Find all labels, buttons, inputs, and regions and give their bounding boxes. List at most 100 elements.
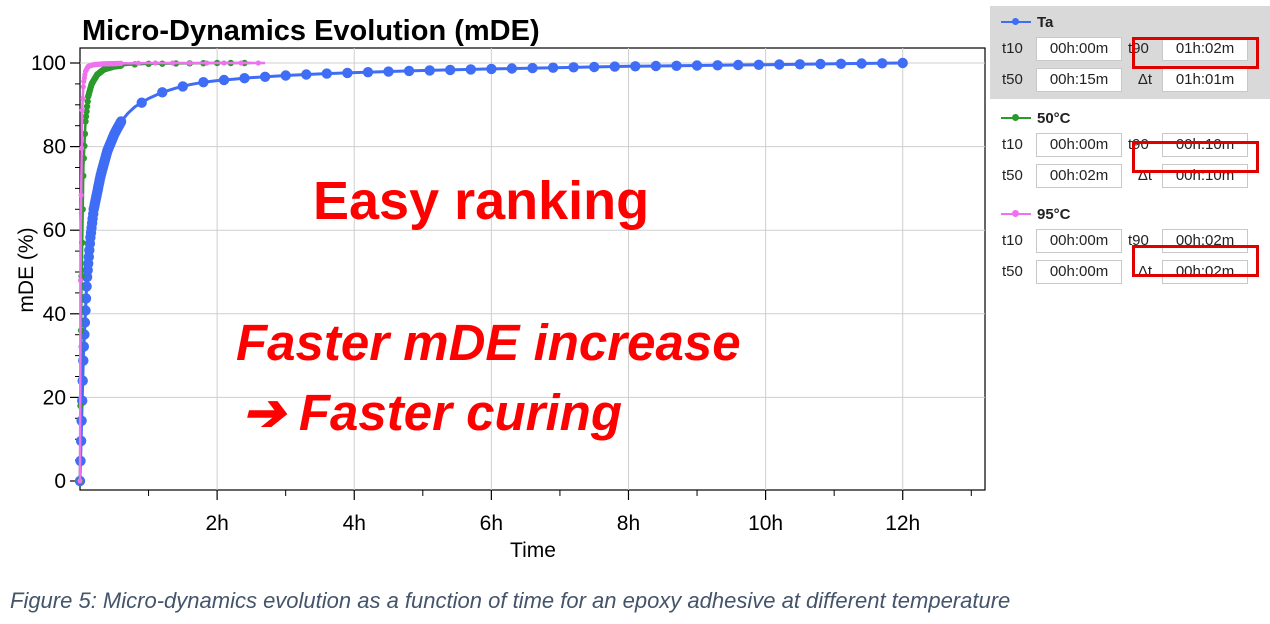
data-point <box>177 81 188 92</box>
data-point <box>362 67 374 78</box>
data-point <box>383 66 394 77</box>
stat-row-t10: t10 00h:00m t90 00h:02m <box>990 225 1270 256</box>
delta-t-value: 01h:01m <box>1162 67 1248 92</box>
data-point <box>157 87 168 98</box>
data-point <box>221 60 227 66</box>
y-tick-label: 20 <box>43 386 66 409</box>
t50-value: 00h:15m <box>1036 67 1122 92</box>
data-point <box>80 293 92 304</box>
data-point <box>80 84 86 90</box>
data-point <box>80 95 86 102</box>
data-point <box>79 145 85 151</box>
t90-value: 01h:02m <box>1162 36 1248 61</box>
series-Ta <box>74 57 908 487</box>
figure-caption: Figure 5: Micro-dynamics evolution as a … <box>10 588 1011 613</box>
data-point <box>877 58 888 69</box>
delta-t-value: 00h:02m <box>1162 259 1248 284</box>
t90-label: t90 <box>1128 232 1149 249</box>
data-point <box>81 281 92 292</box>
data-point <box>671 60 682 71</box>
delta-t-label: Δt <box>1137 263 1153 280</box>
mde-chart: Micro-Dynamics Evolution (mDE) 0 20 40 60 80… <box>15 15 986 562</box>
legend-series-header: 95°C <box>990 203 1270 225</box>
t90-value: 00h:02m <box>1162 228 1248 253</box>
data-point <box>712 60 723 71</box>
delta-t-label: Δt <box>1137 71 1153 88</box>
t10-value: 00h:00m <box>1036 132 1122 157</box>
legend-panel: Ta t10 00h:00m t90 01h:02m t50 00h:15m Δ… <box>990 6 1270 294</box>
data-point <box>77 277 84 283</box>
data-point <box>650 60 662 72</box>
t50-value: 00h:00m <box>1036 259 1122 284</box>
data-point <box>152 60 158 66</box>
x-axis-label: Time <box>510 539 556 562</box>
annotation-faster-mde: Faster mDE increase <box>236 314 741 371</box>
data-point <box>589 61 600 73</box>
series-layer <box>74 57 908 487</box>
legend-series-name: Ta <box>1037 13 1054 31</box>
data-point <box>78 192 84 198</box>
y-tick-label: 0 <box>54 470 66 493</box>
x-tick-label: 8h <box>617 512 640 535</box>
data-point <box>403 65 415 77</box>
legend-series-header: 50°C <box>990 107 1270 129</box>
axis-ticks: 0 20 40 60 80 100 2h 4h 6h 8h 10h 12h <box>31 52 972 535</box>
data-point <box>794 59 806 70</box>
data-point <box>774 59 785 70</box>
data-point <box>170 60 176 66</box>
data-point <box>80 305 91 316</box>
t90-label: t90 <box>1128 136 1149 153</box>
plot-area <box>79 47 986 491</box>
data-point <box>84 98 91 105</box>
y-tick-label: 40 <box>43 303 66 326</box>
series-95°C <box>77 60 266 484</box>
annotation-easy-ranking: Easy ranking <box>313 171 649 231</box>
data-point <box>527 62 538 74</box>
y-tick-label: 100 <box>31 52 66 75</box>
data-point <box>204 60 210 66</box>
series-marker-icon <box>1001 208 1031 220</box>
data-point <box>136 97 147 108</box>
data-point <box>815 58 826 70</box>
stat-row-t50: t50 00h:02m Δt 00h:10m <box>990 160 1270 191</box>
data-point <box>342 67 353 79</box>
data-point <box>465 64 476 75</box>
data-point <box>856 58 867 69</box>
legend-series-name: 95°C <box>1037 205 1071 223</box>
t10-value: 00h:00m <box>1036 228 1122 253</box>
y-tick-label: 80 <box>43 136 66 159</box>
data-point <box>733 59 744 71</box>
legend-series-50c[interactable]: 50°C t10 00h:00m t90 00h:10m t50 00h:02m… <box>990 102 1270 195</box>
delta-t-value: 00h:10m <box>1162 163 1248 188</box>
data-point <box>82 118 89 125</box>
x-tick-label: 12h <box>885 512 920 535</box>
data-point <box>424 65 435 76</box>
t50-label: t50 <box>1002 71 1023 88</box>
data-point <box>630 61 641 72</box>
data-point <box>506 63 518 74</box>
data-point <box>301 69 312 80</box>
t10-label: t10 <box>1002 136 1023 153</box>
legend-series-ta[interactable]: Ta t10 00h:00m t90 01h:02m t50 00h:15m Δ… <box>990 6 1270 99</box>
data-point <box>187 60 193 66</box>
data-point <box>321 68 332 79</box>
data-point <box>280 70 291 81</box>
x-tick-label: 4h <box>343 512 366 535</box>
data-point <box>82 113 90 120</box>
t10-value: 00h:00m <box>1036 36 1122 61</box>
t90-label: t90 <box>1128 40 1149 57</box>
data-point <box>259 71 271 83</box>
data-point <box>83 103 91 110</box>
data-point <box>609 61 620 72</box>
data-point <box>77 478 83 484</box>
legend-series-95c[interactable]: 95°C t10 00h:00m t90 00h:02m t50 00h:00m… <box>990 198 1270 291</box>
data-point <box>255 60 261 66</box>
t50-label: t50 <box>1002 263 1023 280</box>
t10-label: t10 <box>1002 232 1023 249</box>
data-point <box>486 63 497 75</box>
t50-value: 00h:02m <box>1036 163 1122 188</box>
stat-row-t10: t10 00h:00m t90 01h:02m <box>990 33 1270 64</box>
x-tick-label: 6h <box>480 512 503 535</box>
data-point <box>753 59 764 70</box>
x-tick-label: 2h <box>205 512 228 535</box>
